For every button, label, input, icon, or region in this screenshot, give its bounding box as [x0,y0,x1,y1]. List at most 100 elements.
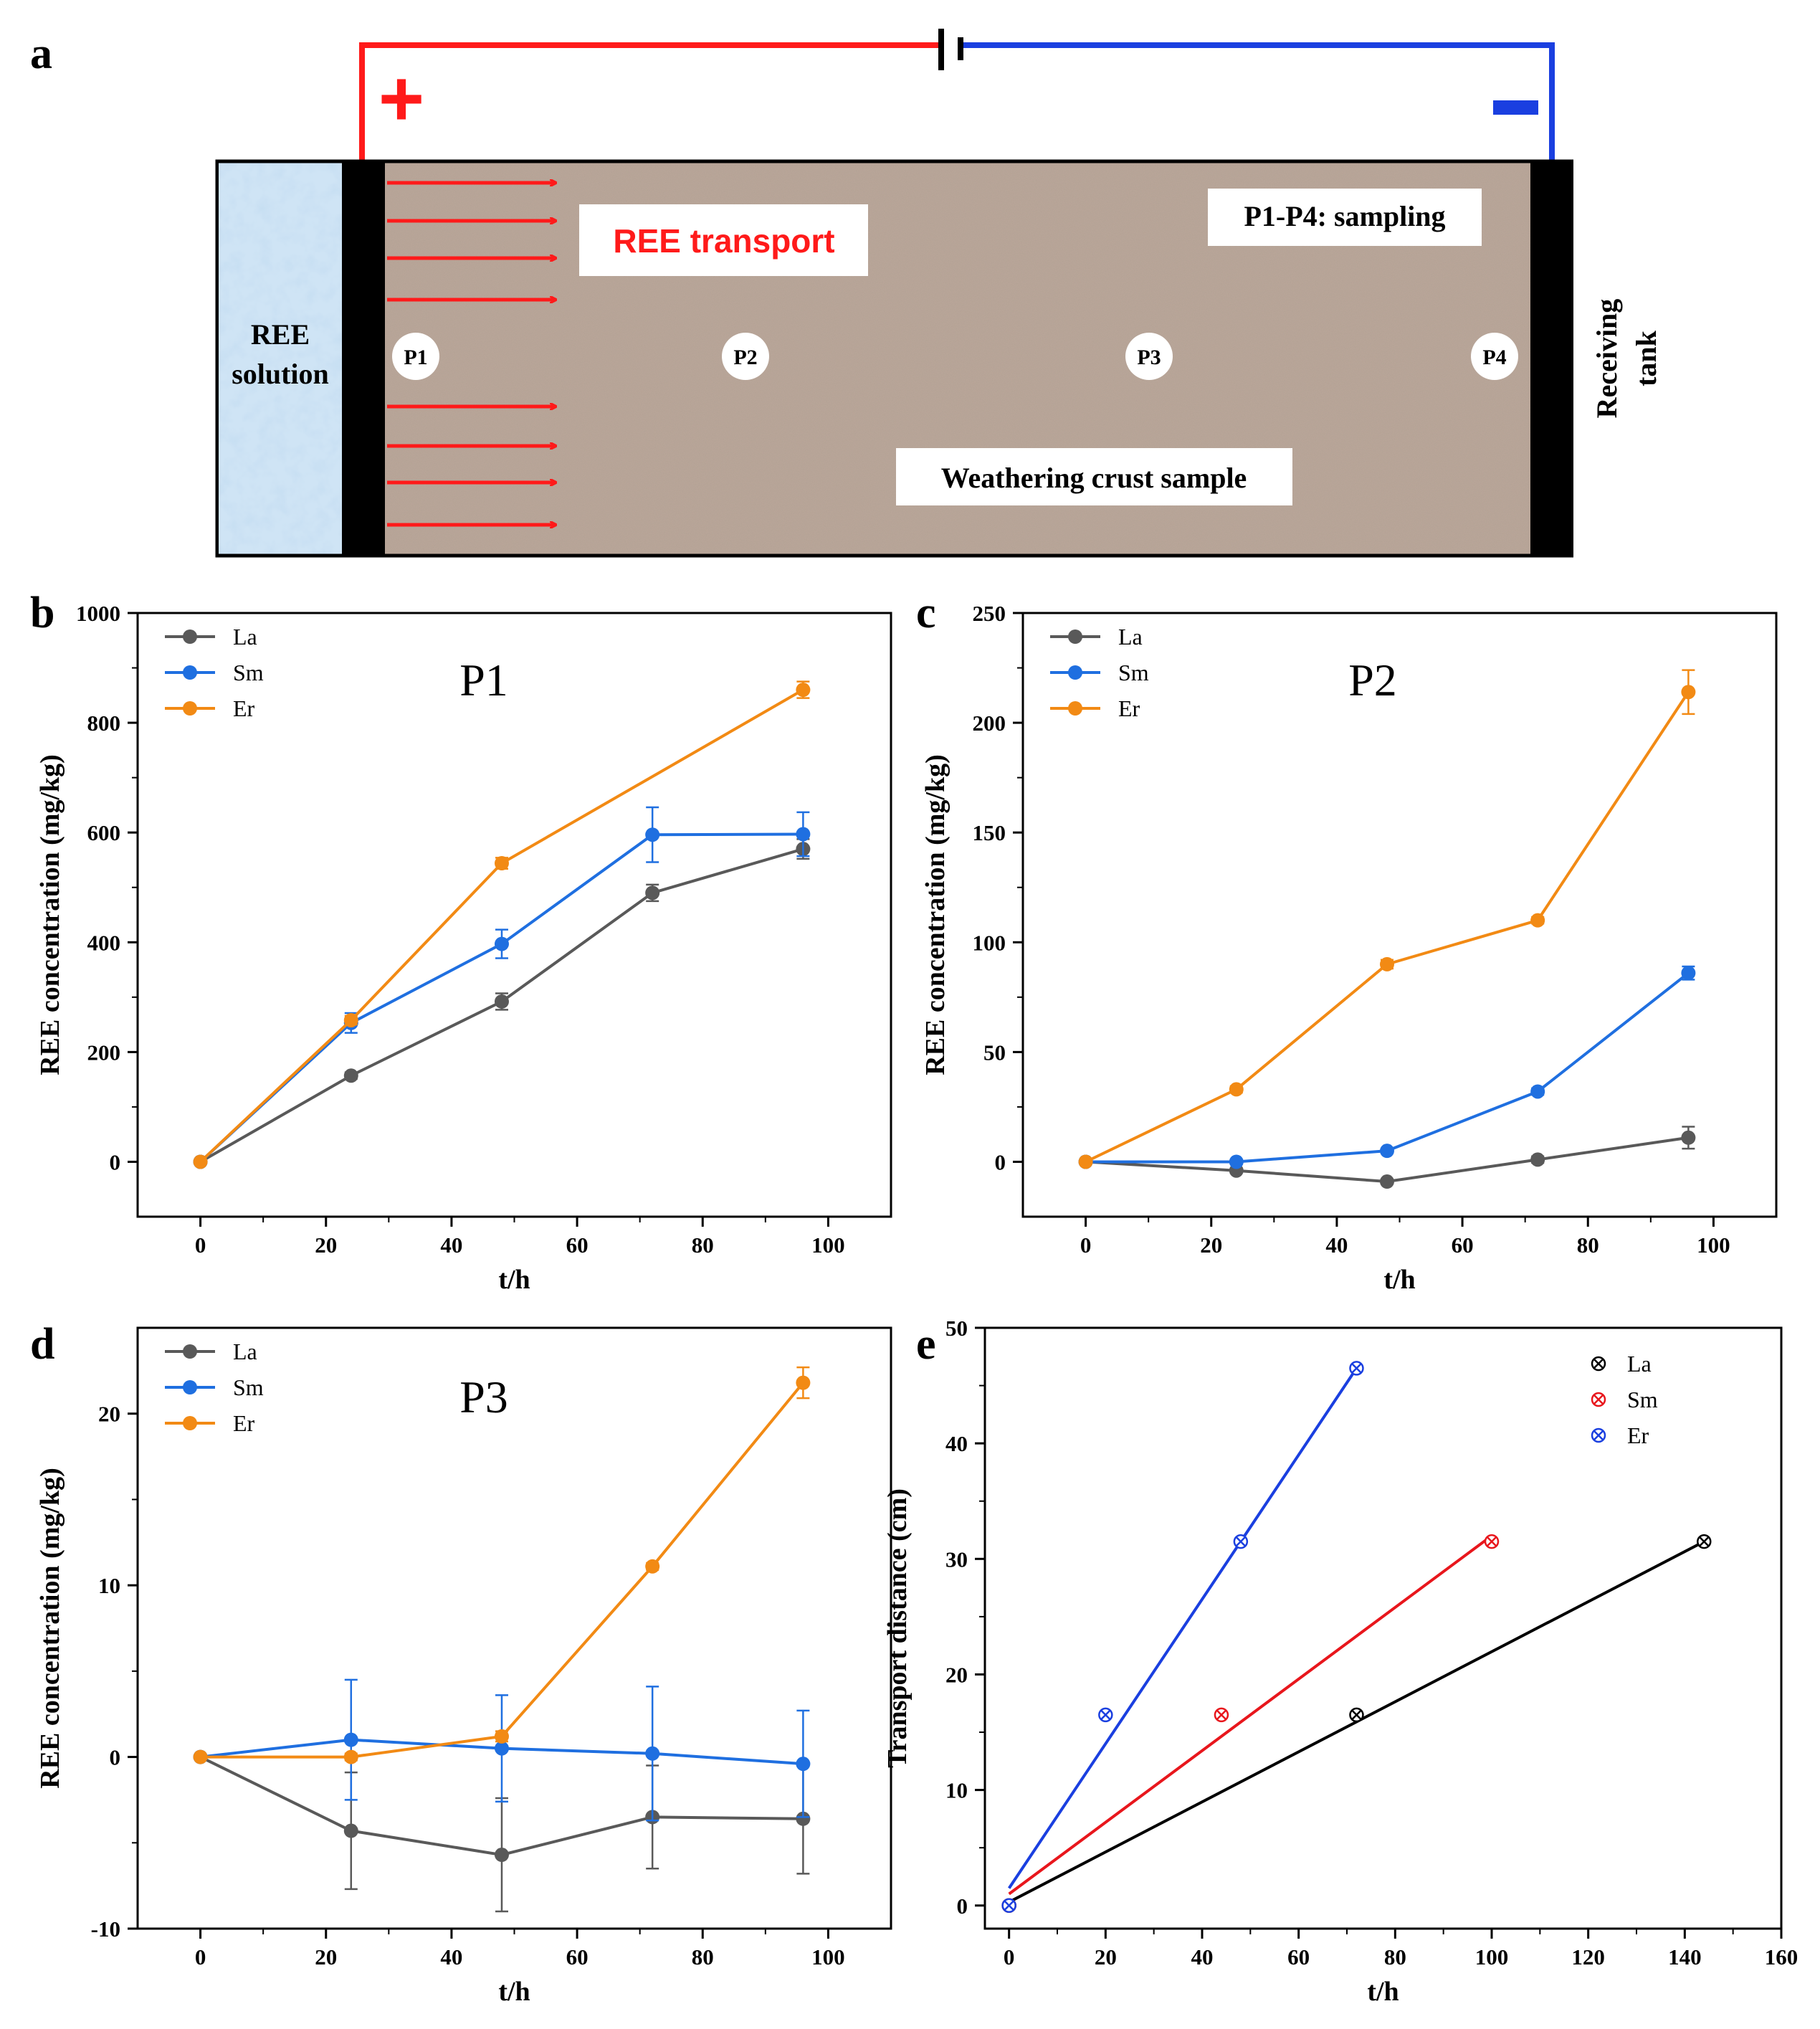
marker-cross [1216,1709,1226,1720]
y-tick-label: 0 [110,1149,121,1174]
data-point-sm [1379,1144,1394,1159]
data-point-er [1078,1154,1093,1169]
data-point-er [343,1749,358,1764]
series-sm: Sm [165,1374,811,1822]
data-point-sm [645,827,660,842]
fit-line-sm [1008,1534,1493,1896]
sampling-point-p3: P3 [1137,346,1161,369]
data-point-sm [1681,966,1696,981]
transport-arrows [387,183,556,525]
legend-cross [1593,1394,1604,1405]
x-axis-label: t/h [498,1977,530,2007]
data-point-la [1379,1174,1394,1189]
y-tick-label: 0 [110,1745,121,1770]
y-tick-label: 600 [87,820,121,845]
chart-title: P2 [1348,655,1397,705]
ree-solution-label-2: solution [232,358,329,390]
legend-marker [183,665,197,680]
x-tick-label: 60 [1452,1232,1474,1258]
data-point-la [494,994,509,1009]
x-tick-label: 40 [440,1232,462,1258]
data-point-er [494,856,509,871]
series-line-sm [1085,971,1690,1164]
x-tick-label: 40 [1191,1944,1214,1969]
y-tick-label: 50 [945,1316,968,1341]
marker-cross [1699,1536,1710,1547]
marker-cross [1235,1536,1246,1547]
x-tick-label: 40 [1325,1232,1348,1258]
marker-cross [1351,1709,1362,1720]
series-sm: Sm [1001,1387,1658,1914]
chart-title: P3 [459,1372,508,1422]
sample-label-box [896,448,1292,505]
y-axis-label: Transport distance (cm) [882,1488,913,1768]
marker-cross [1100,1709,1111,1720]
y-tick-label: 20 [98,1402,120,1427]
panel-letter-e: e [916,1320,936,1369]
x-tick-label: 100 [811,1944,845,1969]
y-tick-label: 0 [995,1149,1006,1174]
legend-marker [1068,629,1082,644]
sampling-point-p3-circle [1125,333,1173,380]
y-tick-label: 1000 [76,601,120,626]
legend-marker [1068,665,1082,680]
x-tick-label: 80 [1384,1944,1406,1969]
series-sm: Sm [165,660,811,1169]
series-er: Er [165,680,811,1169]
water-texture [219,163,342,554]
y-tick-label: -10 [91,1916,120,1942]
data-point-er [193,1154,208,1169]
data-point-sm [343,1732,358,1747]
sampling-label-box [1208,189,1482,246]
legend-marker [183,1344,197,1359]
legend-marker [183,1416,197,1430]
x-axis-label: t/h [1367,1977,1399,2007]
sampling-label: P1-P4: sampling [1244,200,1445,232]
legend-label: La [1627,1351,1652,1377]
series-er: Er [165,1366,811,1764]
data-point-la [796,1811,811,1826]
data-point-la [1681,1130,1696,1145]
x-axis-label: t/h [1383,1265,1415,1295]
x-tick-label: 0 [1080,1232,1092,1258]
data-point-er [193,1749,208,1764]
y-axis-label: REE concentration (mg/kg) [35,1468,65,1789]
legend-cross [1593,1430,1604,1440]
x-tick-label: 0 [1004,1944,1015,1969]
x-tick-label: 20 [315,1944,337,1969]
series-line-er [1085,691,1690,1164]
cathode-electrode [1530,161,1573,557]
legend-cross [1593,1359,1604,1369]
series-sm: Sm [1050,660,1696,1169]
x-tick-label: 80 [1577,1232,1599,1258]
x-tick-label: 80 [692,1232,714,1258]
panel-letter-b: b [30,589,54,637]
series-er: Er [1001,1361,1649,1914]
y-tick-label: 30 [945,1546,968,1572]
legend-label: Sm [1627,1387,1658,1412]
data-point-er [1681,685,1696,700]
x-tick-label: 20 [1200,1232,1222,1258]
x-tick-label: 100 [1697,1232,1730,1258]
anode-electrode [342,161,385,557]
legend-label: Er [1627,1422,1649,1448]
data-point-er [796,1375,811,1390]
data-point-sm [494,936,509,951]
legend-label: Er [233,1410,255,1436]
y-tick-label: 0 [957,1893,968,1919]
receiving-tank-label-1: Receiving [1591,299,1623,419]
data-point-la [343,1823,358,1838]
data-point-la [645,885,660,901]
series-la: La [165,624,811,1169]
legend-marker [1068,701,1082,716]
y-tick-label: 200 [973,711,1006,736]
series-line-er [199,688,804,1163]
data-point-la [1530,1152,1545,1167]
sampling-point-p4-circle [1471,333,1518,380]
data-point-er [1379,956,1394,971]
legend-label: La [233,1339,257,1364]
legend-label: Sm [233,1374,264,1400]
x-tick-label: 160 [1765,1944,1798,1969]
